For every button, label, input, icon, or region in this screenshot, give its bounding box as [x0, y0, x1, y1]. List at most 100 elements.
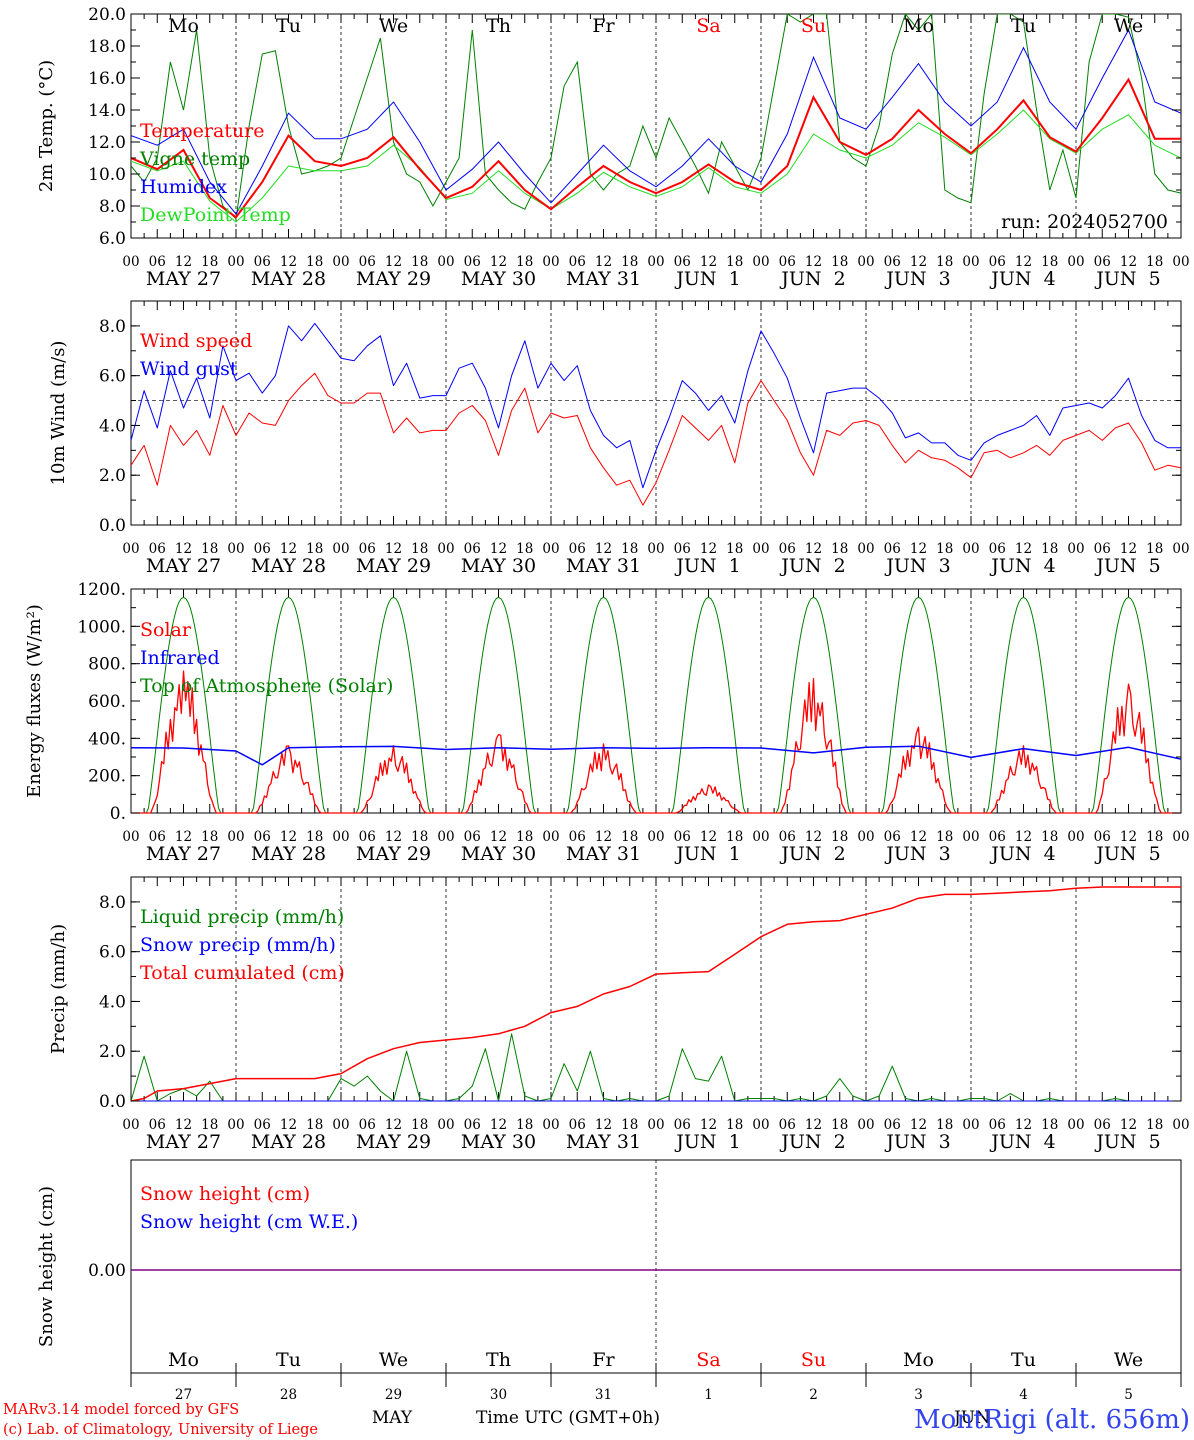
hour-tick-label: 18	[201, 829, 218, 845]
weekday-label: Fr	[592, 15, 615, 37]
hour-tick-label: 18	[936, 1117, 953, 1133]
weekday-label: We	[379, 15, 408, 37]
y-tick-label: 600.	[88, 692, 126, 712]
day-number-label: 1	[704, 1387, 713, 1403]
hour-tick-label: 00	[1067, 254, 1084, 270]
hour-tick-label: 12	[1015, 541, 1032, 557]
hour-tick-label: 06	[1094, 541, 1111, 557]
weekday-label: Sa	[696, 15, 720, 37]
hour-tick-label: 06	[569, 1117, 586, 1133]
hour-tick-label: 00	[1172, 541, 1189, 557]
hour-tick-label: 00	[437, 541, 454, 557]
series-line-wind-speed	[130, 372, 1182, 506]
date-label: MAY 31	[566, 268, 641, 290]
hour-tick-label: 12	[700, 254, 717, 270]
y-tick-label: 6.0	[99, 229, 126, 249]
hour-tick-label: 18	[621, 541, 638, 557]
hour-tick-label: 00	[647, 541, 664, 557]
hour-tick-label: 00	[122, 1117, 139, 1133]
y-tick-label: 2.0	[99, 466, 126, 486]
hour-tick-label: 18	[831, 1117, 848, 1133]
hour-tick-label: 12	[1120, 541, 1137, 557]
hour-tick-label: 00	[962, 829, 979, 845]
hour-tick-label: 18	[831, 829, 848, 845]
hour-tick-label: 00	[227, 829, 244, 845]
hour-tick-label: 12	[385, 1117, 402, 1133]
hour-tick-label: 18	[1041, 541, 1058, 557]
hour-tick-label: 12	[595, 254, 612, 270]
hour-tick-label: 18	[1041, 829, 1058, 845]
hour-tick-label: 12	[490, 1117, 507, 1133]
weekday-label: Tu	[276, 15, 301, 37]
hour-tick-label: 18	[621, 1117, 638, 1133]
hour-tick-label: 00	[332, 829, 349, 845]
series-line-total-cumulated-cm-	[130, 886, 1181, 1102]
hour-tick-label: 00	[857, 1117, 874, 1133]
hour-tick-label: 06	[359, 541, 376, 557]
y-tick-label: 0.00	[88, 1261, 126, 1281]
hour-tick-label: 18	[1146, 829, 1163, 845]
hour-tick-label: 18	[1041, 254, 1058, 270]
y-tick-label: 14.0	[88, 101, 126, 121]
date-label: MAY 31	[566, 555, 641, 577]
day-number-label: 30	[490, 1387, 507, 1403]
hour-tick-label: 12	[805, 1117, 822, 1133]
y-tick-label: 10.0	[88, 165, 126, 185]
hour-tick-label: 00	[437, 829, 454, 845]
hour-tick-label: 06	[779, 829, 796, 845]
weekday-label: Th	[486, 1349, 511, 1371]
hour-tick-label: 18	[411, 541, 428, 557]
series-line-liquid-precip-mm-h-	[130, 1033, 1181, 1102]
legend-entry: Solar	[140, 619, 192, 641]
date-label: MAY 30	[461, 268, 536, 290]
hour-tick-label: 00	[437, 1117, 454, 1133]
day-number-label: 28	[280, 1387, 297, 1403]
date-label: MAY 28	[251, 268, 326, 290]
y-tick-label: 400.	[88, 729, 126, 749]
y-tick-label: 4.0	[99, 416, 126, 436]
date-label: JUN 4	[989, 1131, 1055, 1153]
date-label: JUN 5	[1094, 843, 1160, 865]
hour-tick-label: 00	[542, 254, 559, 270]
hour-tick-label: 06	[674, 254, 691, 270]
hour-tick-label: 12	[490, 541, 507, 557]
hour-tick-label: 18	[306, 254, 323, 270]
hour-tick-label: 00	[332, 1117, 349, 1133]
hour-tick-label: 12	[805, 829, 822, 845]
day-number-label: 27	[175, 1387, 192, 1403]
hour-tick-label: 06	[779, 1117, 796, 1133]
hour-tick-label: 00	[647, 1117, 664, 1133]
weekday-label: Mo	[168, 15, 199, 37]
hour-tick-label: 06	[464, 254, 481, 270]
date-label: JUN 1	[674, 555, 740, 577]
hour-tick-label: 18	[936, 829, 953, 845]
hour-tick-label: 12	[700, 1117, 717, 1133]
hour-tick-label: 18	[516, 254, 533, 270]
hour-tick-label: 18	[201, 1117, 218, 1133]
y-axis-label: Energy fluxes (W/m²)	[24, 604, 45, 798]
hour-tick-label: 00	[647, 829, 664, 845]
hour-tick-label: 18	[1146, 254, 1163, 270]
date-label: JUN 1	[674, 1131, 740, 1153]
legend-entry: Liquid precip (mm/h)	[140, 906, 344, 928]
hour-tick-label: 18	[516, 829, 533, 845]
y-tick-label: 8.0	[99, 197, 126, 217]
hour-tick-label: 00	[1067, 541, 1084, 557]
legend-entry: Snow height (cm W.E.)	[140, 1211, 358, 1233]
hour-tick-label: 06	[359, 1117, 376, 1133]
hour-tick-label: 18	[831, 254, 848, 270]
date-label: MAY 27	[146, 555, 221, 577]
hour-tick-label: 12	[385, 829, 402, 845]
date-label: MAY 29	[356, 843, 431, 865]
hour-tick-label: 00	[332, 541, 349, 557]
date-label: JUN 4	[989, 268, 1055, 290]
hour-tick-label: 06	[464, 1117, 481, 1133]
legend-entry: Infrared	[140, 647, 220, 669]
hour-tick-label: 00	[122, 829, 139, 845]
hour-tick-label: 12	[1015, 254, 1032, 270]
date-label: JUN 3	[884, 1131, 950, 1153]
hour-tick-label: 00	[857, 254, 874, 270]
hour-tick-label: 12	[595, 829, 612, 845]
date-label: MAY 30	[461, 555, 536, 577]
weekday-label: Mo	[903, 15, 934, 37]
